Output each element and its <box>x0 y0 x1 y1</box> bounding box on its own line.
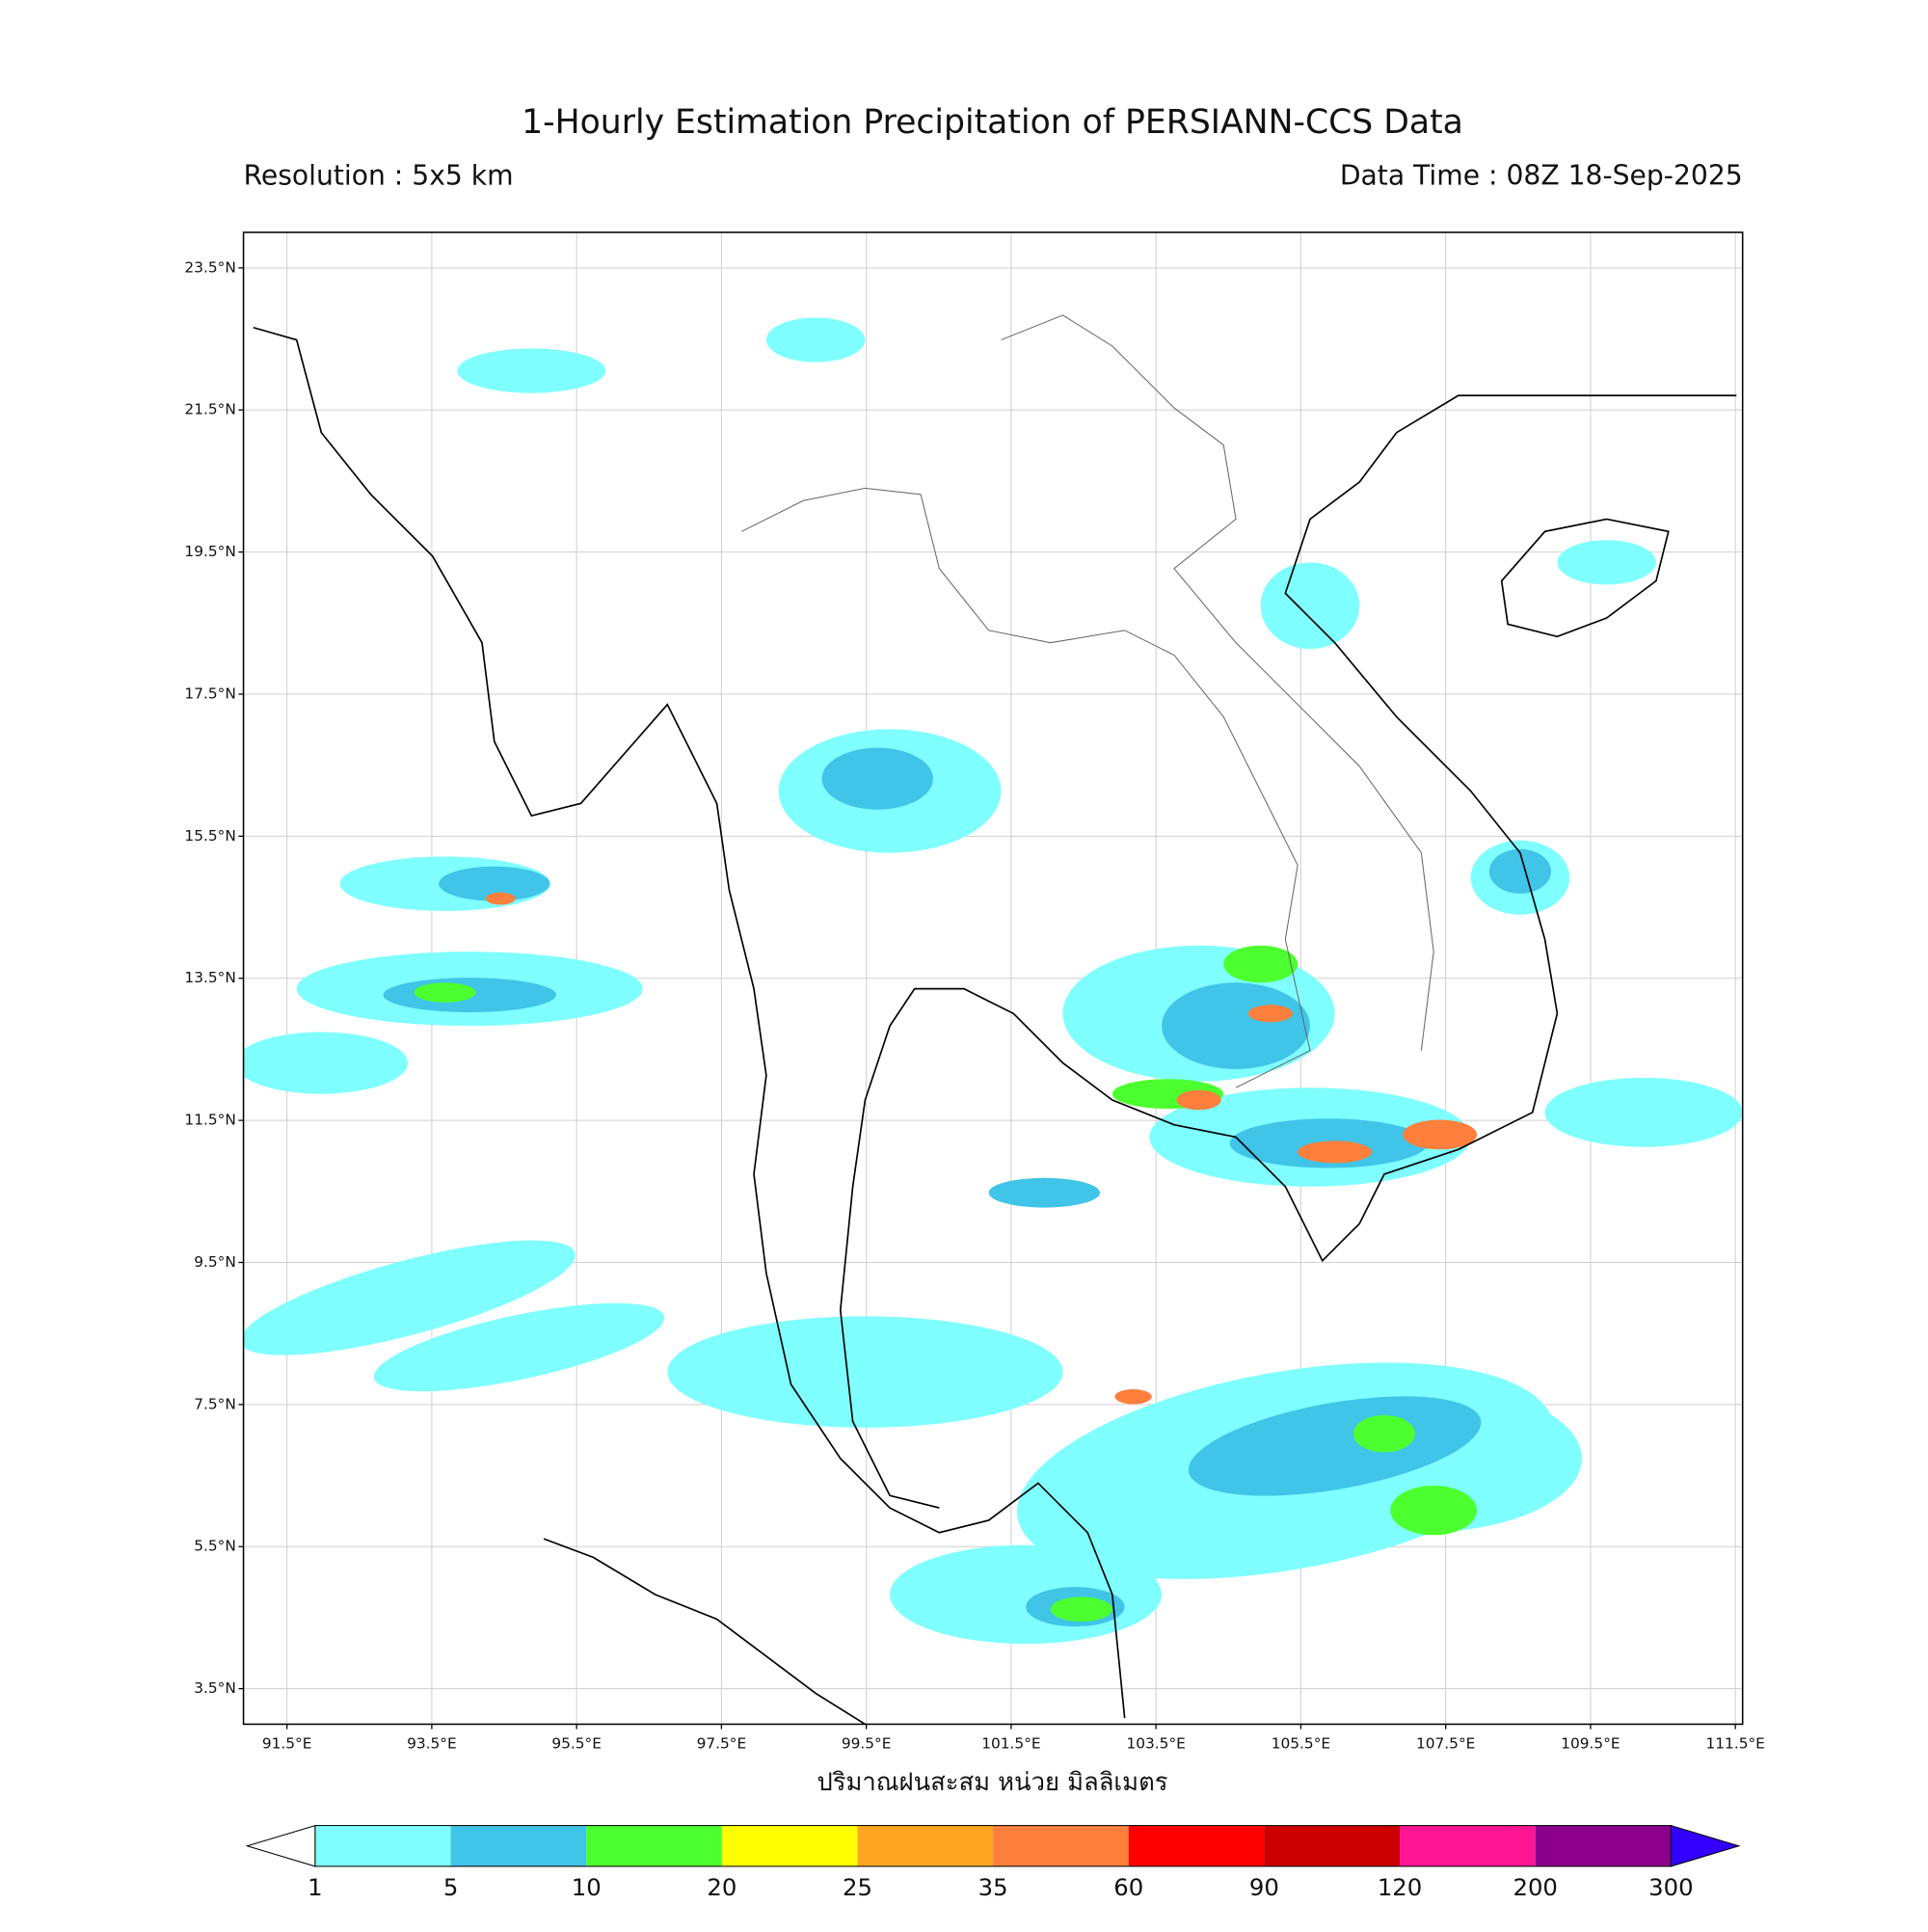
rain-moderate <box>383 747 1551 1627</box>
lon-tick-label: 101.5°E <box>981 1734 1040 1752</box>
lon-tick-label: 91.5°E <box>262 1734 312 1752</box>
lat-tick-label: 11.5°N <box>184 1112 235 1129</box>
lat-tick-label: 13.5°N <box>184 969 235 986</box>
colorbar-label: 300 <box>1648 1873 1693 1901</box>
colorbar-label: 90 <box>1249 1873 1279 1901</box>
lon-tick-label: 95.5°E <box>551 1734 602 1752</box>
colorbar-bin <box>857 1825 994 1866</box>
colorbar-label: 20 <box>707 1873 736 1901</box>
colorbar-bin <box>450 1825 587 1866</box>
lon-tick-label: 107.5°E <box>1416 1734 1475 1752</box>
lon-tick-label: 109.5°E <box>1561 1734 1620 1752</box>
colorbar-bin <box>721 1825 858 1866</box>
rain-heavy <box>414 945 1478 1623</box>
title: 1-Hourly Estimation Precipitation of PER… <box>522 103 1463 142</box>
colorbar-label: 25 <box>843 1873 872 1901</box>
colorbar-under <box>245 1824 316 1867</box>
lat-tick-label: 17.5°N <box>184 684 235 702</box>
data-time: Data Time : 08Z 18-Sep-2025 <box>1340 159 1743 191</box>
colorbar-bin <box>993 1825 1129 1866</box>
rain-intense <box>485 892 1478 1405</box>
lat-tick-label: 23.5°N <box>184 258 235 276</box>
lon-tick-label: 97.5°E <box>697 1734 747 1752</box>
axis-label: ปริมาณฝนสะสม หน่วย มิลลิเมตร <box>817 1768 1167 1797</box>
colorbar-label: 60 <box>1113 1873 1143 1901</box>
colorbar-label: 10 <box>572 1873 602 1901</box>
colorbar-label: 200 <box>1513 1873 1557 1901</box>
colorbar-bin <box>1535 1825 1672 1866</box>
colorbar-bin <box>1264 1825 1401 1866</box>
lat-tick-label: 9.5°N <box>194 1253 236 1271</box>
colorbar-bin <box>586 1825 722 1866</box>
lon-tick-label: 111.5°E <box>1705 1734 1764 1752</box>
resolution: Resolution : 5x5 km <box>244 159 514 191</box>
colorbar-over <box>1670 1824 1741 1867</box>
colorbar-label: 120 <box>1378 1873 1422 1901</box>
precipitation-field <box>243 314 1743 1725</box>
lat-tick-label: 15.5°N <box>184 827 235 845</box>
coastlines <box>253 314 1737 1725</box>
lat-tick-label: 5.5°N <box>194 1538 236 1555</box>
lat-tick-label: 21.5°N <box>184 401 235 418</box>
colorbar-bin <box>1128 1825 1265 1866</box>
colorbar-label: 35 <box>978 1873 1008 1901</box>
colorbar-label: 1 <box>308 1873 323 1901</box>
lat-tick-label: 7.5°N <box>194 1395 236 1412</box>
colorbar-outline <box>314 1825 1672 1867</box>
lon-tick-label: 105.5°E <box>1272 1734 1330 1752</box>
colorbar-bin <box>314 1825 451 1866</box>
lat-tick-label: 19.5°N <box>184 543 235 560</box>
lat-tick-label: 3.5°N <box>194 1679 236 1697</box>
lon-tick-label: 93.5°E <box>407 1734 457 1752</box>
colorbar-bin <box>1400 1825 1536 1866</box>
colorbar: 1 5 10 20 25 35 60 90 120 200 300 <box>245 1824 1741 1901</box>
lon-tick-label: 99.5°E <box>842 1734 892 1752</box>
colorbar-label: 5 <box>443 1873 459 1901</box>
lon-tick-label: 103.5°E <box>1126 1734 1185 1752</box>
